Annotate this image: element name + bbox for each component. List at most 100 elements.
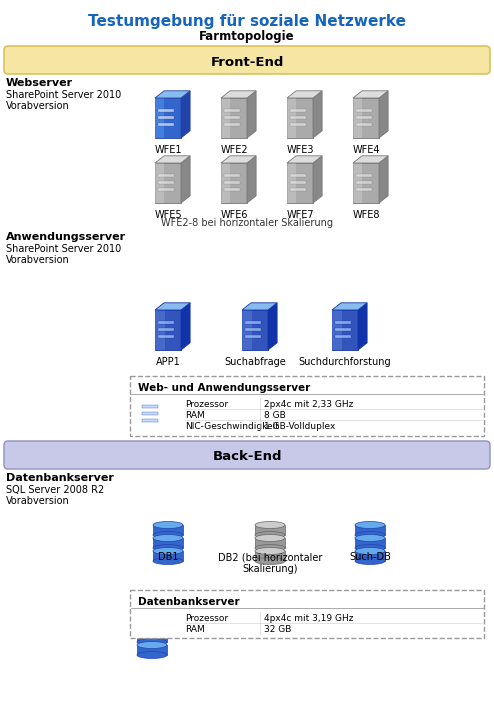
- Text: Vorabversion: Vorabversion: [6, 101, 70, 111]
- Bar: [355, 551, 385, 561]
- Polygon shape: [287, 98, 313, 138]
- Bar: [158, 123, 174, 126]
- Polygon shape: [287, 163, 296, 203]
- Text: DB1: DB1: [158, 552, 178, 562]
- Text: WFE7: WFE7: [286, 210, 314, 220]
- Polygon shape: [379, 156, 388, 203]
- Bar: [335, 320, 351, 324]
- Polygon shape: [268, 303, 277, 350]
- Bar: [130, 590, 484, 638]
- Polygon shape: [139, 387, 174, 394]
- Ellipse shape: [137, 616, 167, 622]
- Text: Suchabfrage: Suchabfrage: [224, 357, 286, 367]
- Text: Prozessor: Prozessor: [185, 400, 228, 409]
- Bar: [290, 188, 306, 191]
- Ellipse shape: [137, 638, 167, 645]
- Bar: [290, 123, 306, 126]
- Polygon shape: [155, 163, 181, 203]
- Text: SQL Server 2008 R2: SQL Server 2008 R2: [6, 485, 104, 495]
- Polygon shape: [358, 303, 367, 350]
- Polygon shape: [165, 387, 174, 434]
- Ellipse shape: [153, 522, 183, 529]
- Ellipse shape: [153, 532, 183, 539]
- Bar: [158, 173, 174, 177]
- Bar: [142, 411, 158, 415]
- Polygon shape: [155, 163, 164, 203]
- Polygon shape: [139, 394, 149, 434]
- Text: Suchdurchforstung: Suchdurchforstung: [299, 357, 391, 367]
- Bar: [255, 538, 285, 548]
- Polygon shape: [221, 163, 230, 203]
- Bar: [335, 328, 351, 331]
- Polygon shape: [221, 90, 256, 98]
- Bar: [158, 188, 174, 191]
- Ellipse shape: [137, 626, 167, 633]
- Ellipse shape: [137, 641, 167, 648]
- Ellipse shape: [355, 522, 385, 529]
- Polygon shape: [155, 98, 164, 138]
- Ellipse shape: [153, 544, 183, 551]
- Polygon shape: [313, 90, 322, 138]
- Text: WFE1: WFE1: [154, 145, 182, 155]
- Text: NIC-Geschwindigkeit: NIC-Geschwindigkeit: [185, 422, 279, 431]
- Bar: [158, 320, 174, 324]
- Text: 4px4c mit 3,19 GHz: 4px4c mit 3,19 GHz: [264, 614, 354, 623]
- Text: Web- und Anwendungsserver: Web- und Anwendungsserver: [138, 383, 310, 393]
- Polygon shape: [242, 303, 277, 310]
- Text: Prozessor: Prozessor: [185, 614, 228, 623]
- Polygon shape: [353, 98, 362, 138]
- Polygon shape: [181, 90, 190, 138]
- Polygon shape: [221, 156, 256, 163]
- Ellipse shape: [255, 522, 285, 529]
- Text: Anwendungsserver: Anwendungsserver: [6, 232, 126, 242]
- Polygon shape: [242, 310, 268, 350]
- Bar: [137, 645, 167, 655]
- Text: Farmtopologie: Farmtopologie: [199, 30, 295, 43]
- Polygon shape: [353, 163, 362, 203]
- Bar: [137, 619, 167, 629]
- Polygon shape: [242, 310, 252, 350]
- Bar: [224, 108, 240, 112]
- Text: WFE6: WFE6: [220, 210, 248, 220]
- Polygon shape: [181, 156, 190, 203]
- Polygon shape: [221, 98, 230, 138]
- Polygon shape: [221, 163, 247, 203]
- Bar: [355, 525, 385, 535]
- Polygon shape: [155, 156, 190, 163]
- Text: Back-End: Back-End: [212, 450, 282, 464]
- Polygon shape: [287, 90, 322, 98]
- Text: 32 GB: 32 GB: [264, 625, 291, 634]
- Text: Such-DB: Such-DB: [349, 552, 391, 562]
- Ellipse shape: [255, 558, 285, 564]
- Text: Front-End: Front-End: [210, 56, 284, 69]
- Bar: [153, 538, 183, 548]
- Bar: [158, 108, 174, 112]
- Polygon shape: [379, 90, 388, 138]
- Ellipse shape: [255, 544, 285, 551]
- Polygon shape: [287, 156, 322, 163]
- Bar: [245, 320, 261, 324]
- Bar: [290, 116, 306, 119]
- Polygon shape: [155, 90, 190, 98]
- Ellipse shape: [355, 547, 385, 554]
- FancyBboxPatch shape: [4, 46, 490, 74]
- Bar: [290, 181, 306, 184]
- Polygon shape: [353, 90, 388, 98]
- Bar: [356, 116, 372, 119]
- Bar: [153, 525, 183, 535]
- Polygon shape: [287, 163, 313, 203]
- Ellipse shape: [355, 544, 385, 551]
- Polygon shape: [181, 303, 190, 350]
- Text: 1 GB-Vollduplex: 1 GB-Vollduplex: [264, 422, 335, 431]
- Text: 2px4c mit 2,33 GHz: 2px4c mit 2,33 GHz: [264, 400, 353, 409]
- Bar: [224, 116, 240, 119]
- Bar: [158, 328, 174, 331]
- Bar: [290, 173, 306, 177]
- Polygon shape: [155, 310, 165, 350]
- Bar: [224, 188, 240, 191]
- Bar: [255, 525, 285, 535]
- Bar: [245, 328, 261, 331]
- Ellipse shape: [255, 534, 285, 542]
- Ellipse shape: [153, 558, 183, 564]
- Ellipse shape: [355, 558, 385, 564]
